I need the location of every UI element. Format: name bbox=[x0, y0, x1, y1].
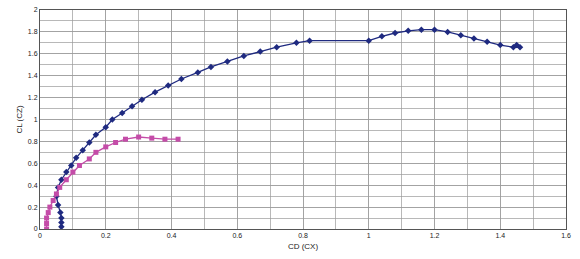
svg-text:CD (CX): CD (CX) bbox=[288, 242, 319, 251]
svg-text:1: 1 bbox=[367, 232, 371, 239]
svg-text:1.6: 1.6 bbox=[28, 50, 38, 57]
svg-text:1: 1 bbox=[34, 116, 38, 123]
svg-text:1.8: 1.8 bbox=[28, 28, 38, 35]
svg-text:2: 2 bbox=[34, 6, 38, 13]
svg-text:0.8: 0.8 bbox=[28, 138, 38, 145]
svg-text:1.6: 1.6 bbox=[561, 232, 571, 239]
svg-text:0.2: 0.2 bbox=[28, 204, 38, 211]
svg-text:1.4: 1.4 bbox=[28, 72, 38, 79]
svg-text:CL (CZ): CL (CZ) bbox=[15, 105, 24, 133]
svg-text:0.4: 0.4 bbox=[167, 232, 177, 239]
svg-text:0: 0 bbox=[38, 232, 42, 239]
svg-text:0: 0 bbox=[34, 225, 38, 232]
svg-text:0.2: 0.2 bbox=[101, 232, 111, 239]
svg-text:0.6: 0.6 bbox=[232, 232, 242, 239]
svg-text:1.4: 1.4 bbox=[495, 232, 505, 239]
svg-text:0.8: 0.8 bbox=[298, 232, 308, 239]
svg-text:0.4: 0.4 bbox=[28, 182, 38, 189]
svg-text:0.6: 0.6 bbox=[28, 160, 38, 167]
svg-text:1.2: 1.2 bbox=[28, 94, 38, 101]
svg-text:1.2: 1.2 bbox=[430, 232, 440, 239]
